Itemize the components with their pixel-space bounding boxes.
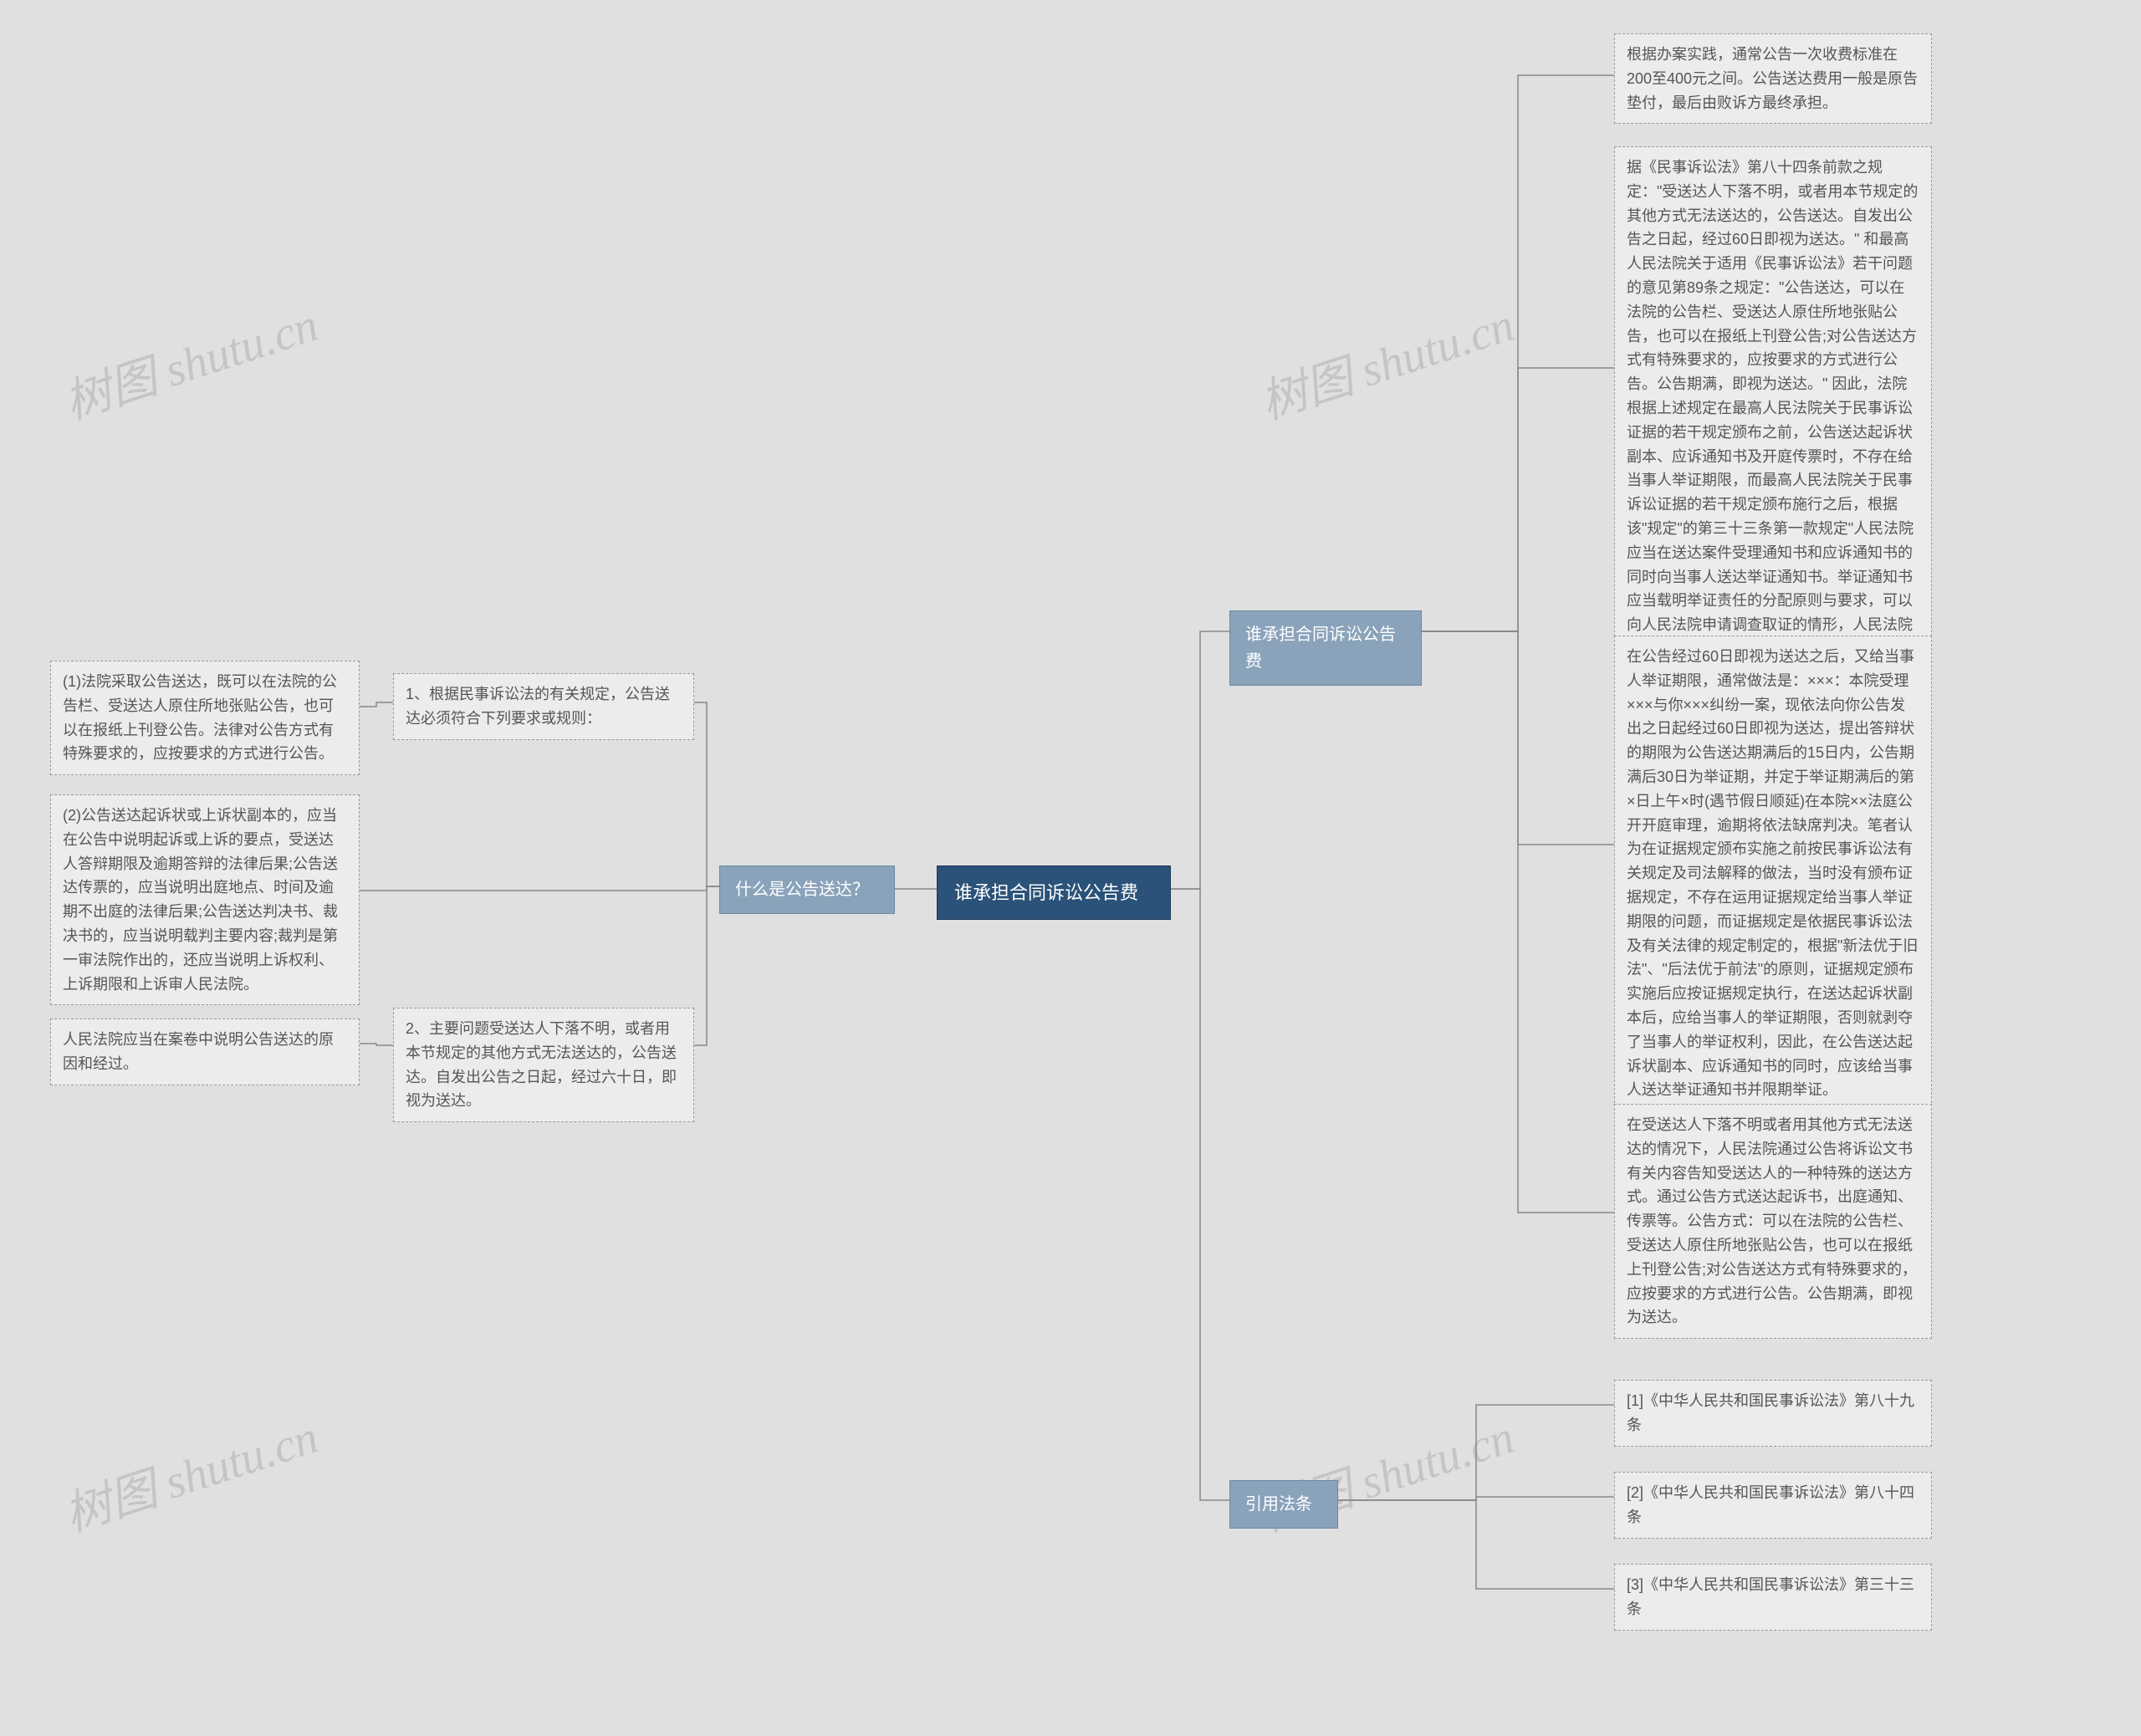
leaf-rule-2: 2、主要问题受送达人下落不明，或者用本节规定的其他方式无法送达的，公告送达。自发…: [393, 1008, 694, 1122]
leaf-rule-1-2: (2)公告送达起诉状或上诉状副本的，应当在公告中说明起诉或上诉的要点，受送达人答…: [50, 794, 360, 1005]
root-node: 谁承担合同诉讼公告费: [937, 865, 1171, 920]
leaf-cite-89: [1]《中华人民共和国民事诉讼法》第八十九条: [1614, 1380, 1932, 1447]
watermark: 树图 shutu.cn: [54, 287, 325, 432]
leaf-cite-33: [3]《中华人民共和国民事诉讼法》第三十三条: [1614, 1564, 1932, 1631]
leaf-rule-1-1: (1)法院采取公告送达，既可以在法院的公告栏、受送达人原住所地张贴公告，也可以在…: [50, 661, 360, 775]
leaf-law-84: 据《民事诉讼法》第八十四条前款之规定："受送达人下落不明，或者用本节规定的其他方…: [1614, 146, 1932, 695]
leaf-missing-person: 在受送达人下落不明或者用其他方式无法送达的情况下，人民法院通过公告将诉讼文书有关…: [1614, 1104, 1932, 1339]
watermark: 树图 shutu.cn: [54, 1399, 325, 1545]
branch-what-is: 什么是公告送达？: [719, 865, 895, 914]
branch-citations: 引用法条: [1229, 1480, 1338, 1529]
watermark: 树图 shutu.cn: [1250, 287, 1521, 432]
leaf-fee-practice: 根据办案实践，通常公告一次收费标准在200至400元之间。公告送达费用一般是原告…: [1614, 33, 1932, 124]
leaf-rule-1: 1、根据民事诉讼法的有关规定，公告送达必须符合下列要求或规则：: [393, 673, 694, 740]
leaf-rule-2-1: 人民法院应当在案卷中说明公告送达的原因和经过。: [50, 1019, 360, 1085]
branch-who-bears: 谁承担合同诉讼公告费: [1229, 610, 1422, 686]
leaf-60-days: 在公告经过60日即视为送达之后，又给当事人举证期限，通常做法是：×××：本院受理…: [1614, 636, 1932, 1111]
leaf-cite-84: [2]《中华人民共和国民事诉讼法》第八十四条: [1614, 1472, 1932, 1539]
